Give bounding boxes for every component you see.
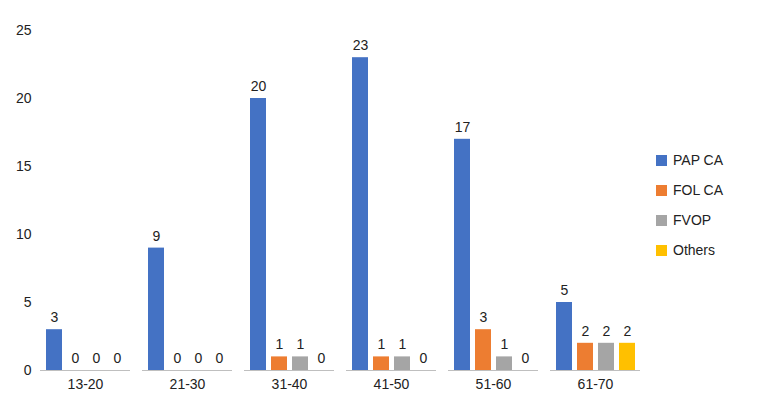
svg-text:0: 0 [93, 350, 101, 366]
svg-text:31-40: 31-40 [272, 376, 308, 392]
svg-text:9: 9 [153, 228, 161, 244]
svg-text:51-60: 51-60 [476, 376, 512, 392]
svg-text:5: 5 [561, 282, 569, 298]
svg-text:17: 17 [455, 119, 471, 135]
svg-text:1: 1 [501, 336, 509, 352]
svg-text:13-20: 13-20 [68, 376, 104, 392]
html-text:FOL CA: FOL CA [673, 182, 723, 198]
svg-text:61-70: 61-70 [578, 376, 614, 392]
svg-text:21-30: 21-30 [170, 376, 206, 392]
svg-text:23: 23 [353, 37, 369, 53]
html-text:FVOP: FVOP [673, 212, 712, 228]
svg-text:1: 1 [276, 336, 284, 352]
svg-text:2: 2 [582, 323, 590, 339]
svg-text:0: 0 [216, 350, 224, 366]
svg-text:1: 1 [378, 336, 386, 352]
svg-text:3: 3 [480, 309, 488, 325]
svg-text:0: 0 [420, 350, 428, 366]
svg-text:0: 0 [522, 350, 530, 366]
svg-text:1: 1 [297, 336, 305, 352]
svg-text:20: 20 [16, 90, 32, 106]
svg-text:5: 5 [24, 294, 32, 310]
svg-text:25: 25 [16, 22, 32, 38]
svg-text:0: 0 [318, 350, 326, 366]
svg-text:0: 0 [24, 362, 32, 378]
html-text:Others: Others [673, 242, 715, 258]
svg-text:2: 2 [603, 323, 611, 339]
svg-text:15: 15 [16, 158, 32, 174]
svg-text:10: 10 [16, 226, 32, 242]
svg-text:20: 20 [251, 78, 267, 94]
svg-text:3: 3 [51, 309, 59, 325]
svg-text:41-50: 41-50 [374, 376, 410, 392]
svg-text:0: 0 [72, 350, 80, 366]
svg-text:2: 2 [624, 323, 632, 339]
svg-text:1: 1 [399, 336, 407, 352]
html-text:PAP CA: PAP CA [673, 152, 724, 168]
svg-text:0: 0 [195, 350, 203, 366]
svg-text:0: 0 [174, 350, 182, 366]
svg-text:0: 0 [114, 350, 122, 366]
